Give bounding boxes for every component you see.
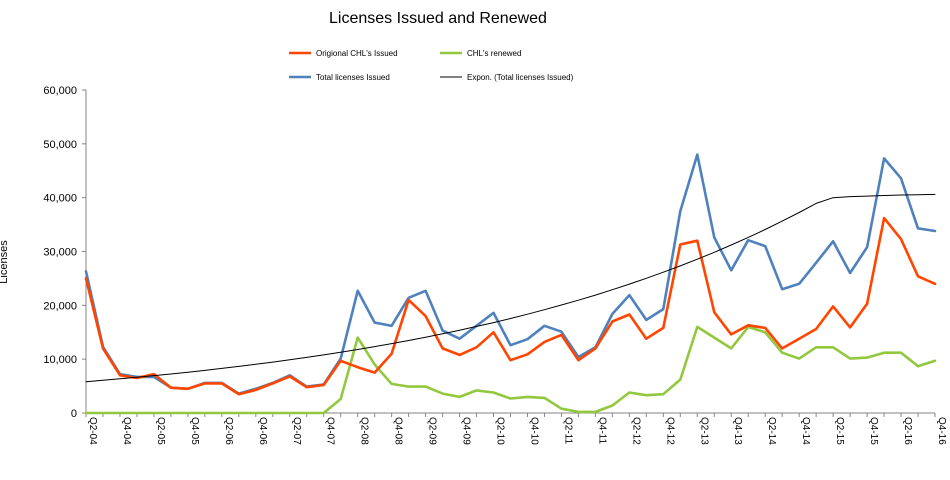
series-line-0	[84, 216, 937, 396]
x-tick-label: Q4-09	[461, 417, 472, 445]
y-tick-label: 60,000	[43, 85, 77, 97]
x-axis: Q2-04 Q4-04 Q2-05 Q4-05 Q2-06 Q4-06 Q2-07 Q4-07…	[85, 412, 947, 445]
y-tick-label: 40,000	[43, 193, 77, 205]
x-tick-label: Q4-05	[189, 417, 200, 445]
legend-label: Expon. (Total licenses Issued)	[467, 73, 574, 82]
x-tick-label: Q2-13	[698, 417, 709, 445]
x-tick-label: Q2-10	[495, 417, 506, 445]
y-tick-label: 30,000	[43, 247, 77, 259]
x-tick-label: Q4-12	[664, 417, 675, 445]
y-tick-label: 20,000	[43, 300, 77, 312]
x-tick-label: Q2-05	[155, 417, 166, 445]
legend-label: Total licenses Issued	[316, 73, 390, 82]
series-line-1	[84, 325, 937, 415]
series-line-3	[85, 193, 936, 383]
chart-title: Licenses Issued and Renewed	[329, 10, 547, 27]
legend: Origional CHL's Issued CHL's renewed Total…	[289, 49, 574, 82]
x-tick-label: Q2-07	[291, 417, 302, 445]
x-tick-label: Q4-10	[528, 417, 539, 445]
x-tick-label: Q2-08	[359, 417, 370, 445]
x-tick-label: Q4-08	[393, 417, 404, 445]
x-tick-label: Q4-11	[596, 417, 607, 444]
x-tick-label: Q2-11	[562, 417, 573, 444]
series-layer	[84, 153, 937, 415]
x-tick-label: Q4-06	[257, 417, 268, 445]
y-axis-label: Licenses	[0, 240, 10, 284]
x-tick-label: Q4-07	[325, 417, 336, 445]
x-tick-label: Q2-15	[834, 417, 845, 445]
x-tick-label: Q2-14	[766, 417, 777, 445]
x-tick-label: Q4-04	[121, 417, 132, 445]
x-tick-label: Q2-16	[902, 417, 913, 445]
x-tick-label: Q2-09	[427, 417, 438, 445]
y-tick-label: 10,000	[43, 354, 77, 366]
x-tick-label: Q2-04	[87, 417, 98, 445]
x-tick-label: Q4-13	[732, 417, 743, 445]
legend-label: CHL's renewed	[467, 49, 521, 58]
x-tick-label: Q4-16	[936, 417, 947, 445]
x-tick-label: Q2-12	[630, 417, 641, 445]
y-axis: 0 10,000 20,000 30,000 40,000 50,000 60,000	[43, 85, 87, 420]
x-tick-label: Q4-15	[868, 417, 879, 445]
legend-label: Origional CHL's Issued	[316, 49, 398, 58]
x-tick-label: Q2-06	[223, 417, 234, 445]
x-tick-label: Q4-14	[800, 417, 811, 445]
y-tick-label: 50,000	[43, 139, 77, 151]
y-tick-label: 0	[71, 408, 77, 420]
